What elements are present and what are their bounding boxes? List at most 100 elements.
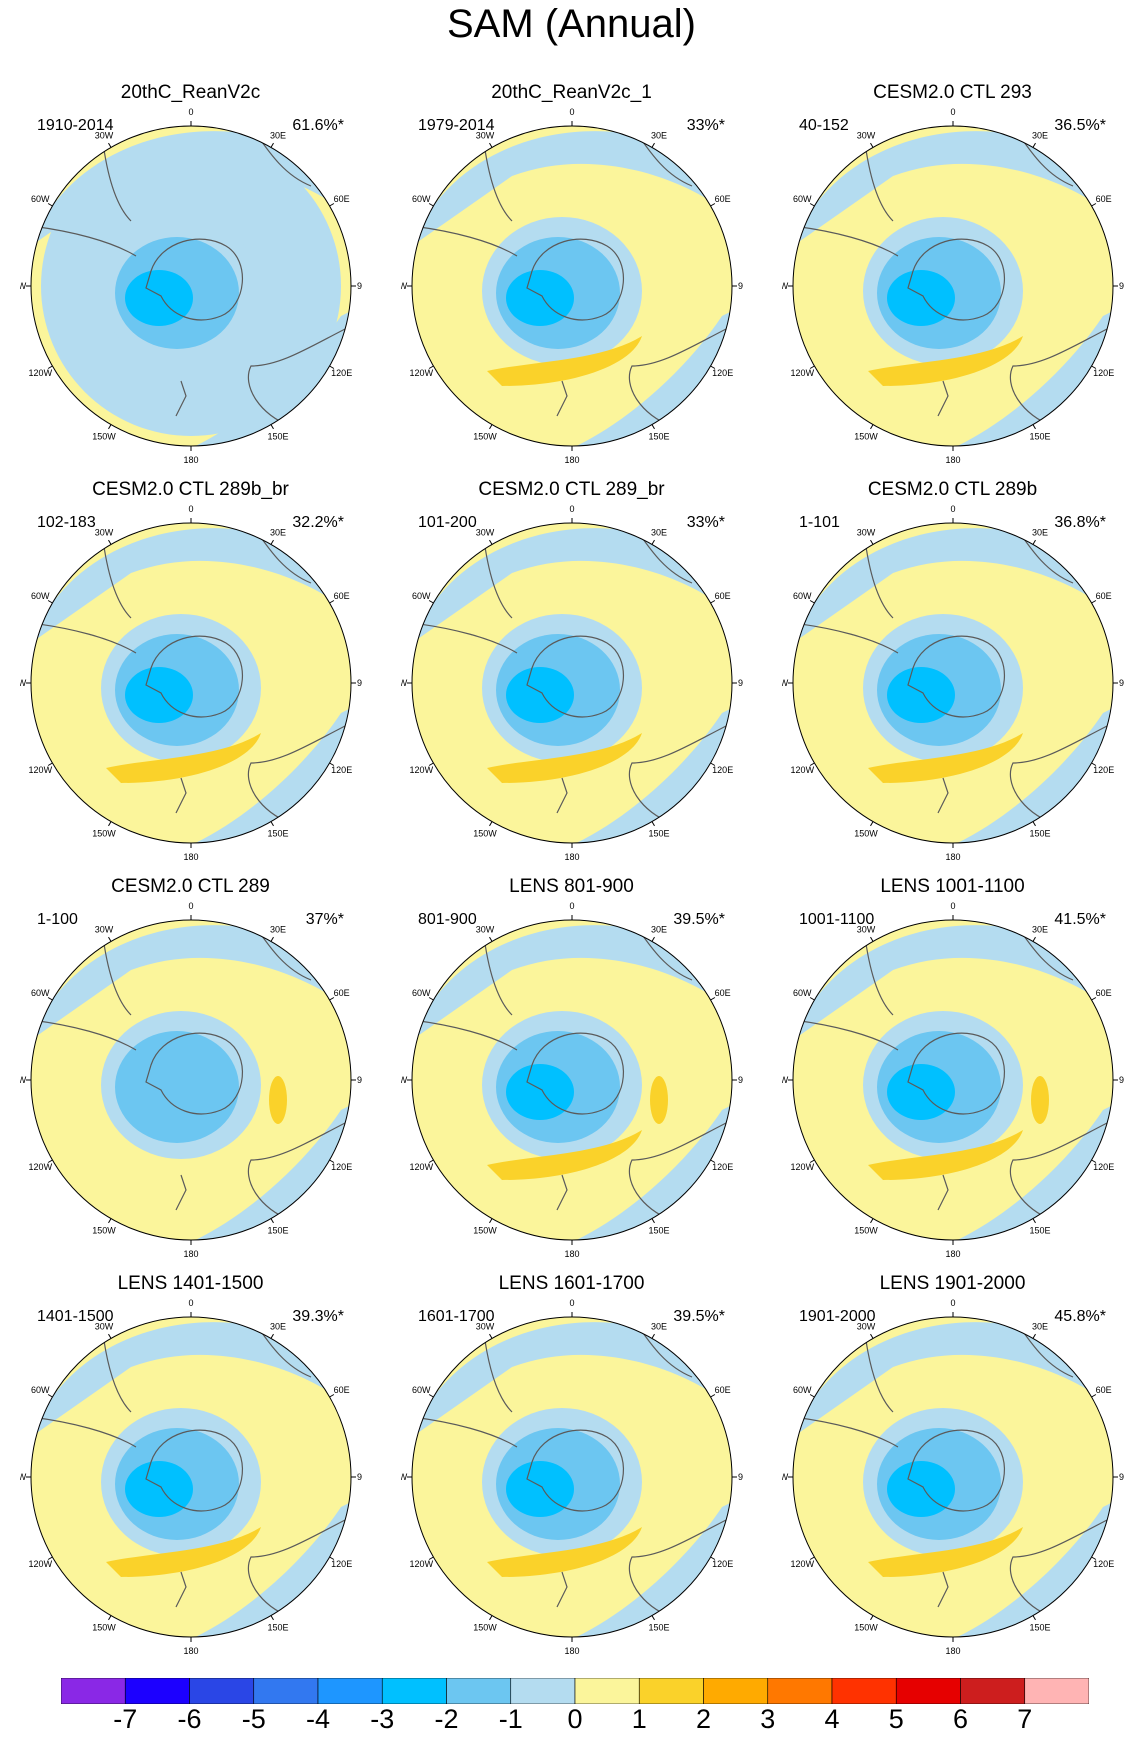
panel-variance-percent: 36.5%* xyxy=(1054,117,1106,134)
meridian-label: 0 xyxy=(188,1298,193,1308)
positive-contour-blob xyxy=(269,1076,287,1124)
meridian-label: 30E xyxy=(1032,527,1048,537)
meridian-label: 150E xyxy=(1029,432,1050,442)
meridian-label: 30E xyxy=(270,527,286,537)
colorbar-swatch xyxy=(895,1678,961,1704)
map-panel: LENS 1001-1100 1001-1100 41.5%* 0 30E 60E 90E 1… xyxy=(762,794,1143,1259)
meridian-label: 60E xyxy=(334,988,350,998)
colorbar-tick-label: 5 xyxy=(888,1704,904,1734)
meridian-tick xyxy=(270,539,274,545)
new-zealand-outline xyxy=(556,1571,568,1608)
meridian-label: 120E xyxy=(712,1559,733,1569)
meridian-tick xyxy=(651,1615,655,1621)
meridian-label: 30E xyxy=(651,1321,667,1331)
meridian-label: 60W xyxy=(31,1385,50,1395)
positive-contour-band xyxy=(487,1527,642,1577)
meridian-label: 0 xyxy=(569,901,574,911)
meridian-label: 60E xyxy=(715,1385,731,1395)
meridian-label: 120E xyxy=(331,765,352,775)
meridian-tick xyxy=(870,821,874,827)
negative-contour-3 xyxy=(125,270,193,326)
panel-title: LENS 1401-1500 xyxy=(117,1273,264,1294)
meridian-tick xyxy=(47,762,53,766)
meridian-label: 90W xyxy=(782,1472,789,1482)
meridian-label: 120W xyxy=(29,1559,53,1569)
colorbar-swatch xyxy=(767,1678,833,1704)
meridian-tick xyxy=(870,1218,874,1224)
antarctica-outline xyxy=(526,635,625,718)
meridian-tick xyxy=(1091,600,1097,604)
meridian-label: 150E xyxy=(1029,1226,1050,1236)
meridian-label: 120W xyxy=(791,765,815,775)
panel-period: 801-900 xyxy=(418,911,477,928)
meridian-label: 150E xyxy=(267,432,288,442)
coastlines xyxy=(793,126,1113,427)
meridian-tick xyxy=(489,1333,493,1339)
panel-period: 40-152 xyxy=(799,117,849,134)
meridian-tick xyxy=(870,936,874,942)
meridian-tick xyxy=(870,424,874,430)
colorbar-swatch xyxy=(960,1678,1026,1704)
panel-title: 20thC_ReanV2c_1 xyxy=(491,82,652,103)
south-america-outline xyxy=(412,622,518,654)
meridian-tick xyxy=(489,821,493,827)
meridian-tick xyxy=(710,1159,716,1163)
panel-title: LENS 801-900 xyxy=(509,876,634,897)
meridian-label: 0 xyxy=(569,107,574,117)
polar-stereographic-map: 0 30E 60E 90E 120E 150E 180 150W 120W 90W 60W 30W xyxy=(782,504,1124,862)
meridian-label: 90E xyxy=(357,678,362,688)
australia-outline xyxy=(247,722,351,824)
panel-title: CESM2.0 CTL 289 xyxy=(111,876,270,897)
meridian-label: 0 xyxy=(188,901,193,911)
meridian-label: 60W xyxy=(412,591,431,601)
polar-stereographic-map: 0 30E 60E 90E 120E 150E 180 150W 120W 90W 60W 30W xyxy=(401,504,743,862)
meridian-label: 90E xyxy=(357,1075,362,1085)
panel-period: 1001-1100 xyxy=(799,911,875,928)
meridian-label: 90E xyxy=(357,1472,362,1482)
antarctica-outline xyxy=(145,238,244,321)
meridian-label: 90W xyxy=(401,1472,408,1482)
meridian-tick xyxy=(270,936,274,942)
meridian-tick xyxy=(710,365,716,369)
antarctica-outline xyxy=(526,1032,625,1115)
meridian-tick xyxy=(651,821,655,827)
panel-period: 1-101 xyxy=(799,514,840,531)
polar-stereographic-map: 0 30E 60E 90E 120E 150E 180 150W 120W 90W 60W 30W xyxy=(20,1298,362,1656)
meridian-tick xyxy=(651,1218,655,1224)
meridian-tick xyxy=(651,1333,655,1339)
negative-contour-3 xyxy=(887,1461,955,1517)
meridian-label: 60W xyxy=(31,591,50,601)
meridian-label: 180 xyxy=(564,455,579,465)
panel-variance-percent: 32.2%* xyxy=(292,514,344,531)
meridian-tick xyxy=(108,1333,112,1339)
meridian-label: 150E xyxy=(648,829,669,839)
map-panel: 20thC_ReanV2c 1910-2014 61.6%* 0 30E 60E 90E 12… xyxy=(0,0,381,465)
meridian-label: 60W xyxy=(31,194,50,204)
edge-negative-patch xyxy=(793,1322,1113,1437)
meridian-label: 150E xyxy=(1029,1623,1050,1633)
map-panel: CESM2.0 CTL 289 1-100 37%* 0 30E 60E 90E 120E 15… xyxy=(0,794,381,1259)
polar-stereographic-map: 0 30E 60E 90E 120E 150E 180 150W 120W 90W 60W 30W xyxy=(20,107,362,465)
meridian-label: 30W xyxy=(857,130,876,140)
polar-stereographic-map: 0 30E 60E 90E 120E 150E 180 150W 120W 90W 60W 30W xyxy=(20,901,362,1259)
meridian-label: 90W xyxy=(20,678,27,688)
panel-period: 1401-1500 xyxy=(37,1308,114,1325)
meridian-tick xyxy=(270,821,274,827)
polar-stereographic-map: 0 30E 60E 90E 120E 150E 180 150W 120W 90W 60W 30W xyxy=(782,901,1124,1259)
panel-period: 1979-2014 xyxy=(418,117,495,134)
meridian-tick xyxy=(651,539,655,545)
australia-outline xyxy=(247,325,351,427)
negative-contour-3 xyxy=(887,667,955,723)
meridian-label: 150E xyxy=(648,1623,669,1633)
meridian-label: 60W xyxy=(412,194,431,204)
meridian-label: 180 xyxy=(945,1646,960,1656)
meridian-label: 120W xyxy=(791,1559,815,1569)
meridian-tick xyxy=(428,365,434,369)
panel-title: CESM2.0 CTL 289b_br xyxy=(92,479,289,500)
meridian-label: 120W xyxy=(791,1162,815,1172)
edge-negative-patch xyxy=(31,528,351,643)
meridian-label: 0 xyxy=(950,504,955,514)
meridian-tick xyxy=(108,821,112,827)
